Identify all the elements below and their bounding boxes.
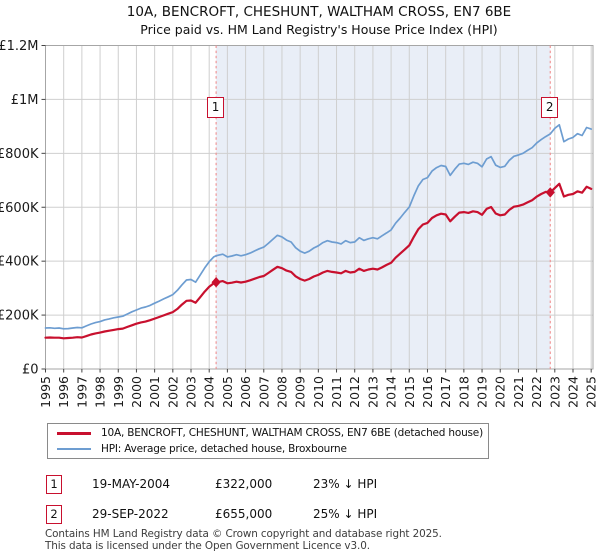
x-tick-label: 2005	[220, 376, 235, 408]
series-line	[44, 182, 593, 340]
x-tick-label: 2002	[165, 376, 180, 408]
y-tick-label: £1M	[11, 93, 39, 108]
x-tick-label: 2024	[565, 376, 580, 408]
x-tick-label: 2018	[456, 376, 471, 408]
x-tick-label: 2011	[329, 376, 344, 408]
page-title: 10A, BENCROFT, CHESHUNT, WALTHAM CROSS, …	[126, 4, 512, 20]
x-tick-label: 2015	[402, 376, 417, 408]
transaction-2-date: 29-SEP-2022	[92, 507, 169, 521]
x-tick-label: 2021	[511, 376, 526, 408]
x-tick-label: 2006	[238, 376, 253, 408]
transaction-2-hpi-diff: 25% ↓ HPI	[313, 507, 378, 521]
x-tick-label: 2016	[420, 376, 435, 408]
transaction-2-price: £655,000	[215, 507, 273, 521]
x-tick-label: 2009	[293, 376, 308, 408]
x-tick-label: 2019	[475, 376, 490, 408]
x-tick-label: 2022	[529, 376, 544, 408]
blue-line-swatch-icon	[57, 448, 91, 450]
transaction-1-date: 19-MAY-2004	[92, 477, 171, 491]
x-tick-label: 1999	[111, 376, 126, 408]
x-tick-label: 2023	[547, 376, 562, 408]
transaction-1-hpi-diff: 23% ↓ HPI	[313, 477, 378, 491]
sale-annotation-box-1: 1	[207, 97, 225, 118]
transaction-1-price: £322,000	[215, 477, 273, 491]
chart-legend: 10A, BENCROFT, CHESHUNT, WALTHAM CROSS, …	[47, 423, 489, 459]
x-tick-label: 2014	[384, 376, 399, 408]
x-tick-label: 1997	[74, 376, 89, 408]
footer-line-2: This data is licensed under the Open Gov…	[45, 539, 370, 552]
x-tick-label: 2003	[184, 376, 199, 408]
x-tick-label: 2007	[256, 376, 271, 408]
y-tick-label: £1.2M	[0, 39, 39, 54]
x-tick-label: 2012	[347, 376, 362, 408]
transaction-2-number: 2	[46, 505, 62, 524]
x-tick-label: 2017	[438, 376, 453, 408]
x-tick-label: 2025	[584, 376, 599, 408]
x-tick-label: 1995	[38, 376, 53, 408]
x-tick-label: 2010	[311, 376, 326, 408]
license-footer: Contains HM Land Registry data © Crown c…	[45, 528, 585, 552]
x-tick-label: 1996	[56, 376, 71, 408]
red-line-swatch-icon	[57, 431, 91, 435]
x-tick-label: 2001	[147, 376, 162, 408]
sale-marker	[211, 276, 221, 288]
y-tick-label: £600K	[0, 201, 39, 216]
x-tick-label: 2004	[202, 376, 217, 408]
legend-label-hpi: HPI: Average price, detached house, Brox…	[101, 443, 347, 455]
x-tick-label: 2020	[493, 376, 508, 408]
transaction-1-number: 1	[46, 475, 62, 494]
legend-label-property: 10A, BENCROFT, CHESHUNT, WALTHAM CROSS, …	[101, 427, 483, 439]
y-tick-label: £800K	[0, 147, 39, 162]
x-tick-label: 2008	[274, 376, 289, 408]
x-tick-label: 2000	[129, 376, 144, 408]
sale-annotation-box-2: 2	[541, 97, 559, 118]
x-tick-label: 1998	[93, 376, 108, 408]
y-tick-label: £200K	[0, 309, 39, 324]
legend-row-property: 10A, BENCROFT, CHESHUNT, WALTHAM CROSS, …	[48, 425, 488, 441]
y-tick-label: £0	[22, 363, 39, 378]
x-tick-label: 2013	[365, 376, 380, 408]
page-subtitle: Price paid vs. HM Land Registry's House …	[140, 22, 498, 37]
series-line	[44, 123, 593, 330]
footer-line-1: Contains HM Land Registry data © Crown c…	[45, 528, 442, 540]
legend-row-hpi: HPI: Average price, detached house, Brox…	[48, 441, 488, 457]
sale-marker	[545, 187, 555, 198]
y-tick-label: £400K	[0, 255, 39, 270]
